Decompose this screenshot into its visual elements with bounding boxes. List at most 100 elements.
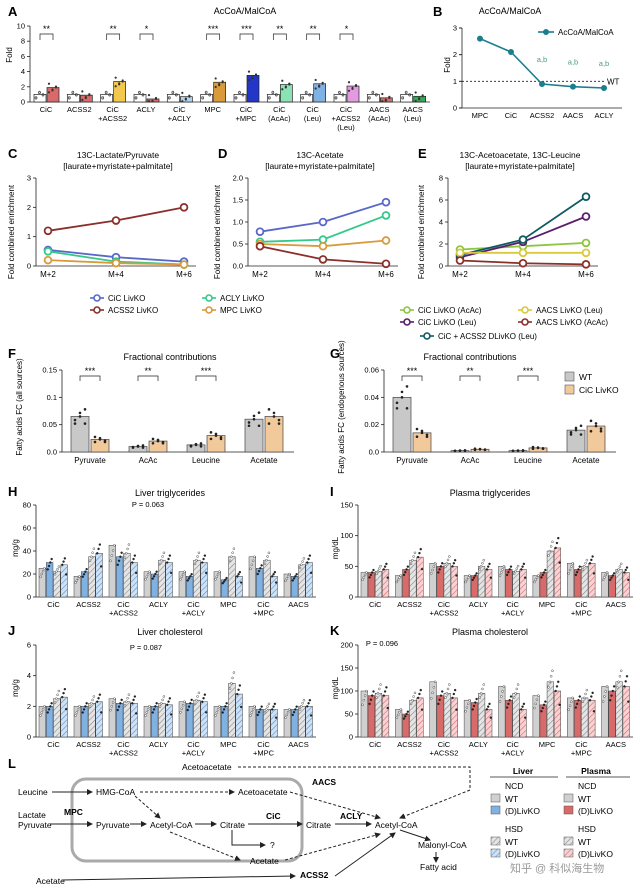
H-bar [151, 573, 159, 598]
D-series-line [259, 201, 387, 233]
node-acetylcoa-out: Acetyl-CoA [375, 820, 418, 830]
J-dot [134, 712, 138, 715]
legend-cd-label: CiC LivKO [108, 294, 145, 303]
dot-ko [181, 91, 184, 94]
K-x-label: CiC [438, 740, 451, 749]
arrow-acetate-in [61, 873, 296, 881]
H-dot [300, 563, 303, 566]
K-dot [405, 712, 408, 716]
H-dot [186, 579, 189, 582]
H-dot [88, 559, 92, 562]
node-pyruvate-in: Pyruvate [18, 820, 52, 830]
K-dot [385, 686, 388, 689]
F-dot-ko [272, 411, 276, 415]
G-sig-label: *** [523, 366, 534, 376]
D-y-tick-label: 0.0 [233, 262, 243, 271]
F-dot-wt [131, 445, 135, 449]
K-dot [540, 710, 543, 713]
J-dot [224, 705, 227, 708]
K-dot [501, 690, 504, 693]
J-dot [84, 705, 87, 708]
I-dot [382, 568, 385, 571]
J-dot [145, 711, 149, 714]
legend-cd-marker [205, 294, 213, 302]
dot-wt [334, 96, 338, 99]
I-dot [500, 571, 503, 574]
K-dot [465, 706, 469, 709]
H-bar [248, 556, 256, 598]
H-dot [49, 561, 52, 564]
K-dot [547, 686, 550, 689]
K-dot [542, 703, 546, 706]
H-dot [110, 554, 114, 557]
H-dot [225, 576, 228, 580]
panel-f: Fractional contributions Fatty acids FC … [15, 352, 294, 465]
sig-bracket-a [39, 33, 54, 40]
H-bar [108, 545, 116, 598]
F-sig-label: ** [144, 366, 152, 376]
H-dot [181, 573, 185, 576]
I-dot [413, 551, 417, 555]
I-y-tick-label: 100 [340, 531, 353, 540]
I-bar [615, 569, 623, 598]
H-dot [250, 563, 254, 566]
K-y-tick-label: 100 [340, 687, 353, 696]
G-bar-ko [412, 432, 432, 453]
b-x-label: ACSS2 [530, 111, 555, 120]
dot-wt [108, 93, 112, 96]
J-dot [91, 698, 94, 702]
H-dot [53, 573, 57, 576]
bar-wt-4 [166, 94, 180, 103]
x-label-a-11: AACS [402, 105, 422, 114]
I-bar [395, 575, 403, 598]
H-dot [166, 561, 169, 564]
bar-wt-0 [33, 94, 47, 103]
x-label-a-8: (Leu) [304, 114, 322, 123]
J-dot [271, 708, 274, 711]
J-dot [292, 710, 296, 714]
sig-label-a: ** [276, 24, 284, 34]
I-dot [467, 576, 470, 579]
J-bar [151, 706, 159, 738]
H-dot [74, 581, 77, 584]
I-bar [588, 563, 596, 598]
F-dot-wt [189, 444, 193, 447]
H-dot [201, 561, 204, 564]
panel-letter-a: A [8, 4, 18, 19]
H-dot [78, 575, 81, 578]
J-bar [291, 709, 299, 738]
I-dot [468, 574, 471, 577]
I-dot [402, 573, 406, 577]
K-dot [624, 680, 627, 683]
G-dot-ko [541, 447, 545, 451]
H-bar [81, 571, 89, 598]
D-point [255, 241, 265, 251]
dot-ko [47, 91, 51, 94]
I-dot [487, 565, 490, 568]
J-dot [218, 705, 221, 708]
I-dot [502, 565, 506, 568]
J-x-label: +ACLY [182, 749, 205, 758]
C-point [111, 258, 121, 268]
K-dot [609, 699, 612, 702]
H-dot [259, 567, 262, 570]
dot-wt [401, 96, 405, 99]
H-bar [158, 559, 166, 598]
H-dot [272, 573, 275, 576]
K-bar [450, 697, 458, 738]
H-bar [46, 562, 54, 598]
F-y-tick-label: 0.15 [42, 366, 57, 375]
I-dot [501, 568, 504, 571]
dot-ko [314, 78, 317, 82]
J-dot [294, 708, 297, 711]
K-dot [372, 690, 375, 693]
dot-ko [247, 79, 251, 82]
H-dot [180, 575, 184, 578]
J-dot [196, 695, 199, 698]
J-y-tick-label: 4 [27, 671, 31, 680]
G-dot-wt [395, 401, 399, 405]
dot-wt [404, 90, 408, 94]
K-dot [446, 687, 450, 691]
G-dot-ko [531, 445, 535, 449]
x-label-a-7: (AcAc) [268, 114, 291, 123]
